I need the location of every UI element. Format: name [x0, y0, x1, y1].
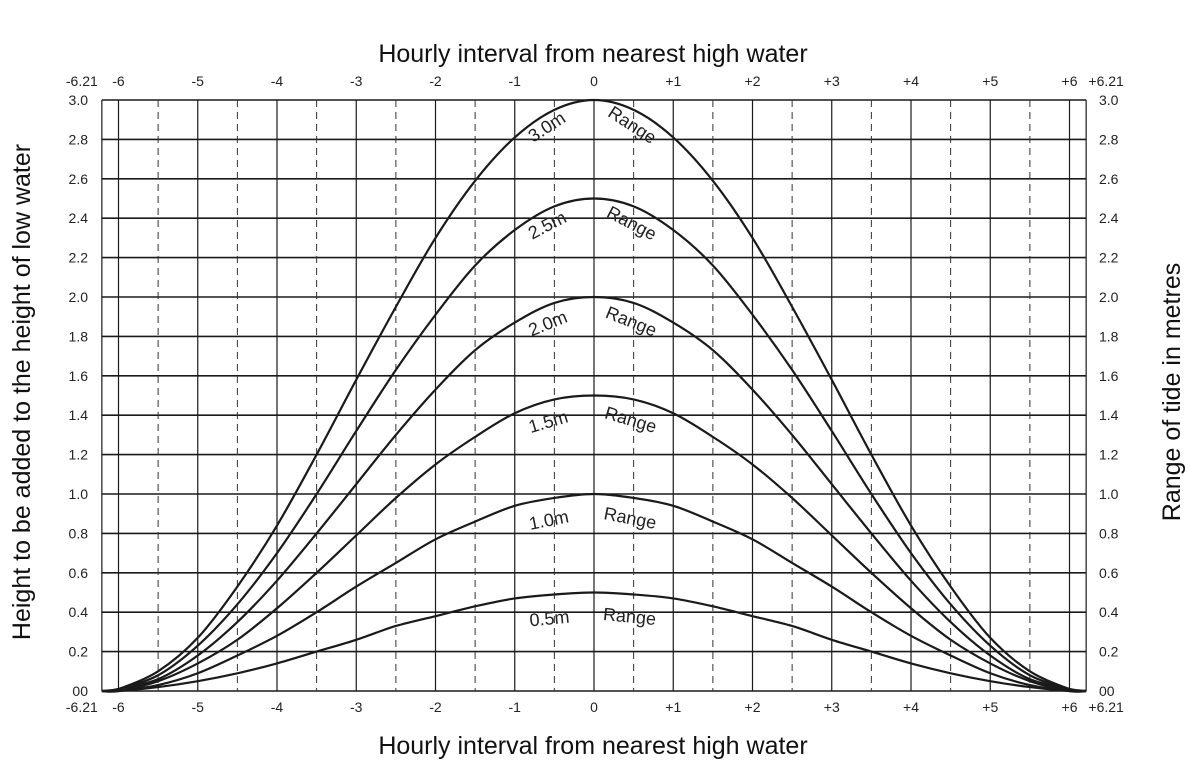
x-tick-label-bottom: -6 — [112, 699, 125, 715]
y-tick-label-left: 2.2 — [69, 250, 89, 266]
y-tick-label-left: 0.4 — [69, 604, 89, 620]
x-tick-label-bottom: +6.21 — [1088, 699, 1124, 715]
y-tick-label-right: 2.0 — [1099, 289, 1119, 305]
y-tick-label-left: 0.6 — [69, 565, 89, 581]
y-tick-label-left: 1.2 — [69, 447, 89, 463]
y-tick-label-right: 1.4 — [1099, 407, 1119, 423]
x-tick-label-top: +6 — [1062, 73, 1078, 89]
y-tick-label-right: 0.8 — [1099, 525, 1119, 541]
x-axis-title: Hourly interval from nearest high water — [378, 732, 807, 760]
curve-range-value-label: 1.0m — [527, 506, 570, 533]
y-tick-label-left: 1.8 — [69, 328, 89, 344]
y-tick-label-left: 2.0 — [69, 289, 89, 305]
curve-range-value-label: 2.5m — [525, 207, 570, 243]
y-tick-label-right: 2.6 — [1099, 171, 1119, 187]
curve-range-word-label: Range — [602, 503, 658, 533]
y-tick-label-left: 3.0 — [69, 92, 89, 108]
y-axis-title: Height to be added to the height of low … — [8, 144, 36, 640]
y-tick-label-right: 2.2 — [1099, 250, 1119, 266]
range-curves — [101, 98, 1087, 693]
y-tick-label-right: 3.0 — [1099, 92, 1119, 108]
y-tick-label-right: 0.2 — [1099, 644, 1119, 660]
curve-range-word-label: Range — [602, 604, 657, 629]
curve-range-value-label: 0.5m — [529, 607, 571, 631]
range-curve — [101, 197, 1087, 693]
x-tick-label-top: +6.21 — [1088, 73, 1124, 89]
x-tick-label-top: -2 — [429, 73, 442, 89]
x-tick-label-bottom: +6 — [1062, 699, 1078, 715]
y-tick-label-right: 1.8 — [1099, 328, 1119, 344]
x-tick-label-top: -6.21 — [66, 73, 98, 89]
x-tick-label-bottom: +3 — [824, 699, 840, 715]
range-curve — [101, 492, 1087, 693]
x-tick-label-top: -5 — [192, 73, 205, 89]
x-tick-label-top: +3 — [824, 73, 840, 89]
x-tick-label-top: -1 — [509, 73, 522, 89]
y-tick-label-left: 1.6 — [69, 368, 89, 384]
x-tick-label-bottom: -6.21 — [66, 699, 98, 715]
x-tick-label-bottom: -2 — [429, 699, 442, 715]
y-tick-label-right: 00 — [1099, 683, 1115, 699]
x-tick-label-top: 0 — [590, 73, 598, 89]
curve-range-word-label: Range — [602, 403, 659, 437]
y-tick-label-left: 2.4 — [69, 210, 89, 226]
range-curve — [101, 295, 1087, 693]
curve-range-value-label: 1.5m — [526, 406, 570, 437]
y-tick-label-left: 1.4 — [69, 407, 89, 423]
y-tick-label-right: 1.6 — [1099, 368, 1119, 384]
x-tick-label-bottom: +5 — [982, 699, 998, 715]
curve-range-word-label: Range — [604, 202, 660, 244]
y-tick-label-right: 1.2 — [1099, 447, 1119, 463]
x-tick-label-bottom: -3 — [350, 699, 363, 715]
y-tick-label-left: 00 — [72, 683, 88, 699]
x-tick-label-bottom: +2 — [745, 699, 761, 715]
x-tick-label-top: -4 — [271, 73, 284, 89]
curve-range-word-label: Range — [603, 302, 660, 340]
x-tick-label-bottom: -1 — [509, 699, 522, 715]
grid — [101, 99, 1087, 692]
x-tick-label-bottom: -5 — [192, 699, 205, 715]
y-tick-label-left: 1.0 — [69, 486, 89, 502]
x-tick-label-bottom: +1 — [665, 699, 681, 715]
y-tick-label-left: 0.2 — [69, 644, 89, 660]
range-curve — [101, 98, 1087, 693]
y-tick-label-right: 2.8 — [1099, 131, 1119, 147]
x-tick-label-top: -3 — [350, 73, 363, 89]
range-curve — [101, 394, 1087, 693]
y-tick-label-right: 2.4 — [1099, 210, 1119, 226]
x-tick-label-bottom: +4 — [903, 699, 919, 715]
x-tick-label-bottom: -4 — [271, 699, 284, 715]
x-tick-label-top: +2 — [745, 73, 761, 89]
y-tick-label-right: 0.4 — [1099, 604, 1119, 620]
y-tick-label-left: 2.6 — [69, 171, 89, 187]
y-axis-title-right: Range of tide in metres — [1158, 263, 1186, 521]
tick-labels: 00 000.2 0.20.4 0.40.6 0.60.8 0.81.0 1.01.2 1.2… — [66, 73, 1124, 715]
range-curve — [101, 591, 1087, 693]
x-tick-label-top: +1 — [665, 73, 681, 89]
y-tick-label-right: 1.0 — [1099, 486, 1119, 502]
x-tick-label-top: -6 — [112, 73, 125, 89]
x-tick-label-bottom: 0 — [590, 699, 598, 715]
x-tick-label-top: +5 — [982, 73, 998, 89]
y-tick-label-left: 2.8 — [69, 131, 89, 147]
x-tick-label-top: +4 — [903, 73, 919, 89]
top-axis-title: Hourly interval from nearest high water — [378, 40, 807, 68]
y-tick-label-left: 0.8 — [69, 525, 89, 541]
y-tick-label-right: 0.6 — [1099, 565, 1119, 581]
